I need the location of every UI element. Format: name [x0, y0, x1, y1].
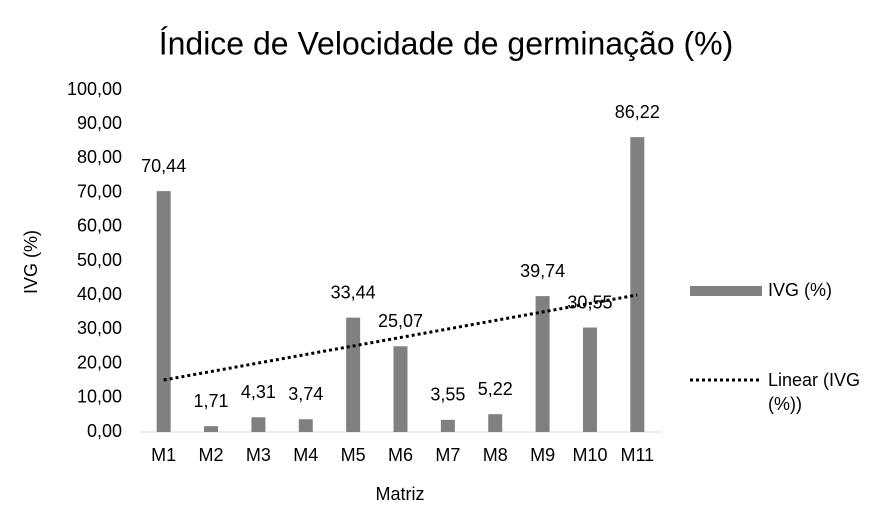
x-tick-label: M6 — [388, 445, 413, 465]
y-tick-label: 30,00 — [77, 318, 122, 338]
data-label: 3,55 — [430, 385, 465, 405]
y-tick-label: 100,00 — [67, 79, 122, 99]
x-tick-label: M7 — [435, 445, 460, 465]
x-tick-label: M2 — [199, 445, 224, 465]
data-label: 39,74 — [520, 261, 565, 281]
bar — [393, 346, 408, 432]
y-tick-label: 20,00 — [77, 352, 122, 372]
data-label: 25,07 — [378, 311, 423, 331]
data-label: 33,44 — [331, 282, 376, 302]
y-tick-label: 70,00 — [77, 181, 122, 201]
data-label: 3,74 — [288, 384, 323, 404]
bar — [630, 137, 645, 432]
y-tick-label: 0,00 — [87, 421, 122, 441]
x-tick-label: M10 — [572, 445, 607, 465]
data-label: 5,22 — [478, 379, 513, 399]
bar — [535, 296, 550, 432]
y-tick-label: 80,00 — [77, 147, 122, 167]
trendline — [163, 293, 638, 382]
bar — [440, 419, 455, 432]
bar — [156, 191, 171, 432]
data-label: 70,44 — [141, 156, 186, 176]
y-tick-label: 50,00 — [77, 250, 122, 270]
y-tick-label: 40,00 — [77, 284, 122, 304]
bar — [251, 417, 266, 432]
chart-title: Índice de Velocidade de germinação (%) — [159, 25, 734, 61]
x-tick-label: M8 — [483, 445, 508, 465]
data-label: 1,71 — [194, 391, 229, 411]
y-tick-label: 90,00 — [77, 113, 122, 133]
x-tick-label: M1 — [151, 445, 176, 465]
legend-label: IVG (%) — [768, 280, 832, 300]
data-label: 86,22 — [615, 102, 660, 122]
y-axis-label: IVG (%) — [21, 230, 41, 294]
x-tick-label: M3 — [246, 445, 271, 465]
x-tick-label: M5 — [341, 445, 366, 465]
bar — [204, 426, 219, 432]
bar — [346, 317, 361, 432]
y-tick-label: 10,00 — [77, 387, 122, 407]
bar — [488, 414, 503, 432]
y-tick-label: 60,00 — [77, 216, 122, 236]
x-axis-label: Matriz — [376, 484, 425, 504]
bar — [298, 419, 313, 432]
x-tick-label: M11 — [620, 445, 654, 465]
bar — [582, 327, 597, 432]
x-tick-label: M4 — [293, 445, 318, 465]
x-tick-label: M9 — [530, 445, 555, 465]
legend-label: Linear (IVG (%)) — [768, 370, 861, 414]
data-label: 4,31 — [241, 382, 276, 402]
legend-swatch — [690, 286, 762, 296]
